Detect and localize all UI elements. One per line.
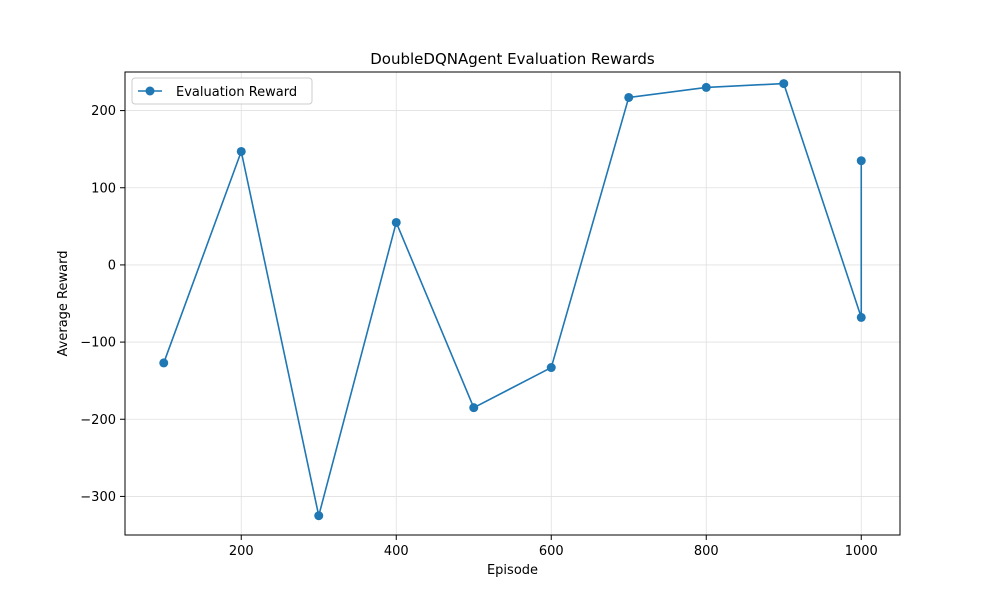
legend-label: Evaluation Reward — [176, 85, 297, 100]
data-point — [779, 79, 789, 89]
grid-layer — [125, 72, 900, 535]
data-point — [391, 217, 401, 227]
y-tick-label: −200 — [80, 413, 116, 428]
data-point — [856, 156, 866, 166]
data-point — [159, 358, 169, 368]
legend-marker-sample — [145, 86, 155, 96]
series-line — [162, 82, 863, 517]
y-axis-ticks: −300 −200 −100 0 100 200 — [80, 104, 125, 505]
data-point — [236, 146, 246, 156]
x-tick-label: 800 — [694, 544, 719, 559]
x-tick-label: 600 — [539, 544, 564, 559]
data-point — [856, 312, 866, 322]
legend: Evaluation Reward — [131, 77, 313, 105]
x-axis-label: Episode — [487, 563, 538, 578]
series-layer — [159, 79, 866, 521]
x-tick-label: 400 — [384, 544, 409, 559]
legend-box — [131, 77, 313, 105]
x-tick-label: 1000 — [845, 544, 878, 559]
data-point — [314, 511, 324, 521]
y-tick-label: −100 — [80, 336, 116, 351]
y-tick-label: −300 — [80, 490, 116, 505]
data-point — [701, 82, 711, 92]
data-point — [546, 363, 556, 373]
y-tick-label: 200 — [91, 104, 116, 119]
plot-frame — [124, 71, 901, 536]
x-axis-ticks: 200 400 600 800 1000 — [229, 535, 878, 559]
y-axis-label: Average Reward — [56, 251, 71, 357]
data-point — [624, 92, 634, 102]
chart-title: DoubleDQNAgent Evaluation Rewards — [370, 50, 655, 68]
data-point — [469, 403, 479, 413]
x-tick-label: 200 — [229, 544, 254, 559]
y-tick-label: 100 — [91, 181, 116, 196]
y-tick-label: 0 — [108, 258, 116, 273]
